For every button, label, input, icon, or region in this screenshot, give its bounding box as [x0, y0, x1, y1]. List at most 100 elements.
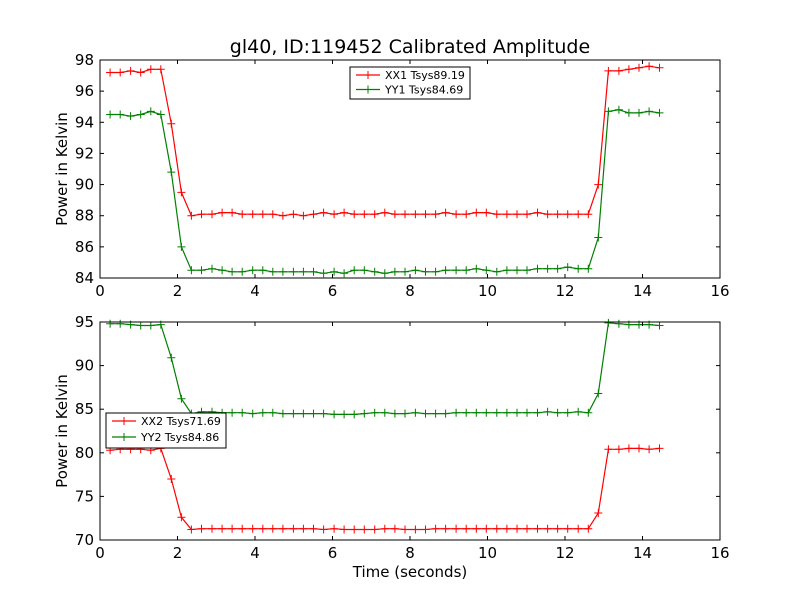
top-series-2-point	[218, 266, 227, 275]
top-y-tick-label: 94	[75, 113, 94, 131]
bottom-series-2-point	[513, 408, 521, 417]
bottom-series-2-point	[299, 409, 308, 418]
top-series-1-point	[553, 210, 562, 219]
bottom-series-1-point	[614, 445, 623, 454]
top-y-tick-label: 92	[75, 144, 94, 162]
bottom-x-axis-label: Time (seconds)	[352, 563, 468, 581]
bottom-series-1-point	[594, 509, 603, 517]
bottom-series-2-point	[370, 408, 379, 417]
top-legend: XX1 Tsys89.19 YY1 Tsys84.69	[349, 66, 471, 100]
bottom-series-2-point	[431, 409, 440, 418]
bottom-series-2-point	[167, 353, 176, 362]
top-series-1-point	[421, 210, 430, 219]
top-series-1-point	[187, 211, 196, 220]
top-legend-marker-2	[364, 85, 372, 94]
top-series-2-point	[472, 264, 481, 273]
bottom-x-tick-label: 6	[328, 544, 338, 562]
top-series-1-point	[309, 210, 318, 219]
top-series-2-point	[167, 168, 176, 177]
bottom-series-1-point	[238, 524, 247, 533]
top-series-2-point	[228, 267, 237, 276]
top-series-1-point	[523, 210, 531, 219]
bottom-series-2-point	[563, 408, 572, 417]
bottom-x-tick-label: 14	[633, 544, 652, 562]
top-x-tick-label: 6	[328, 282, 338, 300]
bottom-series-1-point	[513, 524, 521, 533]
bottom-series-2-point	[248, 409, 257, 418]
bottom-series-2-point	[106, 319, 115, 328]
bottom-series-2-point	[482, 408, 491, 417]
top-x-tick-label: 16	[710, 282, 729, 300]
bottom-series-2-point	[411, 408, 420, 417]
top-series-2-point	[116, 110, 125, 119]
top-series-1-point	[380, 208, 389, 217]
bottom-x-tick-label: 4	[250, 544, 260, 562]
top-series-2-point	[340, 269, 349, 278]
top-series-2-point	[177, 242, 186, 251]
top-series-1-point	[472, 208, 481, 217]
bottom-series-2-point	[228, 408, 237, 417]
bottom-legend-label-2: YY2 Tsys84.86	[140, 431, 219, 444]
bottom-series-1-point	[523, 524, 531, 533]
bottom-series-1-point	[411, 525, 420, 534]
bottom-plot-panel: 0 2 4 6 8 10 12 14 16 70 75 80 85 90 95 Power in Kelvin…	[53, 313, 730, 581]
top-series-2-point	[513, 266, 521, 275]
bottom-series-2-point	[116, 319, 125, 328]
bottom-series-2-point	[452, 408, 461, 417]
top-series-2-point	[380, 269, 389, 278]
top-series-1-point	[146, 65, 155, 74]
top-legend-label-1: XX1 Tsys89.19	[385, 69, 465, 82]
top-series-2-point	[156, 110, 165, 119]
bottom-series-2-point	[401, 409, 409, 418]
bottom-series-1-point	[340, 525, 349, 534]
bottom-x-tick-label: 10	[478, 544, 497, 562]
bottom-legend: XX2 Tsys71.69 YY2 Tsys84.86	[105, 412, 227, 449]
bottom-series-1-point	[289, 524, 298, 533]
top-series-2-point	[278, 267, 287, 276]
top-series-1-point	[645, 62, 654, 71]
bottom-series-2-point	[543, 407, 552, 416]
bottom-series-1-point	[604, 445, 613, 454]
top-series-2-point	[594, 233, 603, 242]
top-series-2-point	[462, 266, 471, 275]
bottom-series-2-point	[462, 408, 471, 417]
top-series-1-point	[197, 210, 206, 219]
top-y-tick-label: 98	[75, 51, 94, 69]
bottom-series-2-point	[330, 410, 339, 419]
top-y-tick-label: 96	[75, 82, 94, 100]
bottom-series-1-point	[574, 524, 583, 533]
top-series-2-point	[492, 267, 501, 276]
bottom-series-1-point	[655, 444, 664, 453]
bottom-series-2-point	[136, 321, 145, 330]
top-series-1-point	[156, 65, 165, 74]
bottom-series-1-point	[309, 524, 318, 533]
bottom-series-2-point	[278, 409, 287, 418]
top-series-2-point	[604, 107, 613, 116]
top-series-2-point	[482, 266, 491, 275]
bottom-series-1-point	[268, 524, 277, 533]
top-series-1-point	[574, 210, 583, 219]
bottom-series-1-point	[258, 524, 267, 533]
top-series-2-point	[574, 264, 583, 273]
bottom-series-1-point	[472, 524, 481, 533]
top-series-2-point	[614, 105, 623, 114]
top-series-1-point	[289, 210, 298, 219]
top-series-1-point	[441, 208, 450, 217]
top-series-2-point	[390, 267, 399, 276]
bottom-series-1-point	[360, 525, 369, 534]
bottom-series-1-point	[421, 525, 430, 534]
bottom-series-1-point	[350, 525, 359, 534]
top-series-2-point	[441, 266, 450, 275]
bottom-series-2-point	[614, 319, 623, 328]
top-series-1-point	[492, 210, 501, 219]
bottom-series-1-point	[635, 444, 643, 453]
bottom-series-2-point	[340, 410, 349, 419]
bottom-series-2-point	[533, 408, 542, 417]
bottom-series-1-point	[278, 524, 287, 533]
top-series-2-point	[553, 264, 562, 273]
top-series-2-point	[309, 267, 318, 276]
top-series-2-point	[248, 266, 257, 275]
top-series-1-point	[258, 210, 267, 219]
top-series-2-point	[146, 107, 155, 116]
